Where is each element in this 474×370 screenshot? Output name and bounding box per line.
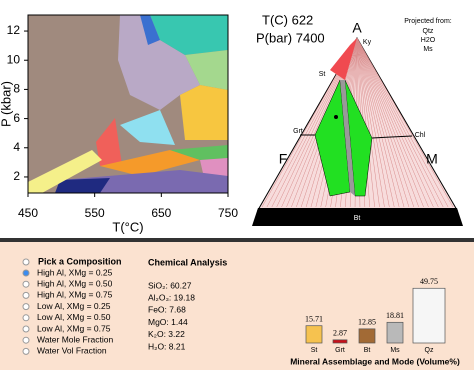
analysis-item: Al₂O₃: 19.18 <box>148 292 195 302</box>
control-panel <box>0 242 474 370</box>
radio-label[interactable]: Water Mole Fraction <box>37 334 113 344</box>
apex-label: M <box>426 151 438 167</box>
y-tick-label: 8 <box>13 82 20 96</box>
analysis-item: K₂O: 3.22 <box>148 329 185 339</box>
phase-label: St <box>319 71 326 78</box>
controls-title: Pick a Composition <box>38 256 122 266</box>
projected-phase: Ms <box>423 46 433 53</box>
mode-label: Bt <box>364 347 371 354</box>
mode-label: Qz <box>425 347 434 354</box>
mode-bar <box>305 325 323 344</box>
phase-label: Chl <box>415 132 426 139</box>
apex-label: A <box>352 20 362 36</box>
radio-label[interactable]: Low Al, XMg = 0.25 <box>37 301 111 311</box>
apex-label: F <box>279 151 288 167</box>
radio-button[interactable] <box>22 280 30 288</box>
plot-frame <box>27 14 229 194</box>
temperature: T(C) 622 <box>262 12 313 27</box>
pressure: P(bar) 7400 <box>256 30 325 45</box>
mode-bar <box>386 321 404 344</box>
mode-bar <box>332 339 348 344</box>
ternary-diagram: T(C) 622 P(bar) 7400 Projected from: Qtz H2O… <box>252 12 463 226</box>
y-axis-label: P (kbar) <box>0 81 13 127</box>
analysis-item: SiO₂: 60.27 <box>148 280 192 290</box>
radio-button[interactable] <box>22 291 30 299</box>
radio-label[interactable]: High Al, XMg = 0.50 <box>37 278 113 288</box>
radio-label[interactable]: Water Vol Fraction <box>37 346 107 356</box>
radio-button[interactable] <box>22 347 30 355</box>
mode-bar <box>412 287 446 344</box>
radio <box>22 258 30 266</box>
mode-label: St <box>311 347 318 354</box>
radio-label[interactable]: Low Al, XMg = 0.50 <box>37 312 111 322</box>
x-tick-label: 550 <box>85 206 105 220</box>
x-tick-label: 650 <box>151 206 171 220</box>
radio-label[interactable]: High Al, XMg = 0.75 <box>37 290 113 300</box>
analysis-item: FeO: 7.68 <box>148 305 186 315</box>
analysis-title: Chemical Analysis <box>148 257 227 267</box>
y-tick-label: 6 <box>13 111 20 125</box>
y-tick-label: 10 <box>7 52 21 66</box>
y-tick-label: 12 <box>7 23 21 37</box>
radio-button[interactable] <box>22 269 30 277</box>
analysis-item: MgO: 1.44 <box>148 317 188 327</box>
mode-label: Grt <box>335 347 345 354</box>
x-tick-label: 750 <box>218 206 238 220</box>
analysis-item: H₂O: 8.21 <box>148 341 186 351</box>
pseudosection: 450 550 650 750 2 4 6 8 10 12 T(°C) P (kbar) <box>0 23 238 234</box>
radio-label[interactable]: Low Al, XMg = 0.75 <box>37 323 111 333</box>
phase-fields <box>28 15 228 193</box>
mode-bar <box>358 328 376 344</box>
x-tick-label: 450 <box>18 206 38 220</box>
mode-value: 12.85 <box>358 318 376 327</box>
mode-value: 18.81 <box>386 311 404 320</box>
mode-value: 15.71 <box>305 315 323 324</box>
mode-value: 49.75 <box>420 277 438 286</box>
mode-value: 2.87 <box>333 329 347 338</box>
radio-button[interactable] <box>22 314 30 322</box>
radio-button[interactable] <box>22 336 30 344</box>
separator <box>0 238 474 242</box>
projected-phase: Qtz <box>423 28 434 35</box>
mode-label: Ms <box>390 347 400 354</box>
radio-button[interactable] <box>22 303 30 311</box>
x-axis-label: T(°C) <box>112 219 143 234</box>
radio-button[interactable] <box>22 325 30 333</box>
modes-title: Mineral Assemblage and Mode (Volume%) <box>290 356 460 366</box>
phase-label: Ky <box>363 39 372 46</box>
y-tick-label: 4 <box>13 140 20 154</box>
y-tick-label: 2 <box>13 169 20 183</box>
projected-phase: H2O <box>421 37 436 44</box>
phase-label: Bt <box>354 215 361 222</box>
projected-title: Projected from: <box>404 18 452 25</box>
phase-label: Grt <box>293 128 303 135</box>
radio-label[interactable]: High Al, XMg = 0.25 <box>37 267 113 277</box>
